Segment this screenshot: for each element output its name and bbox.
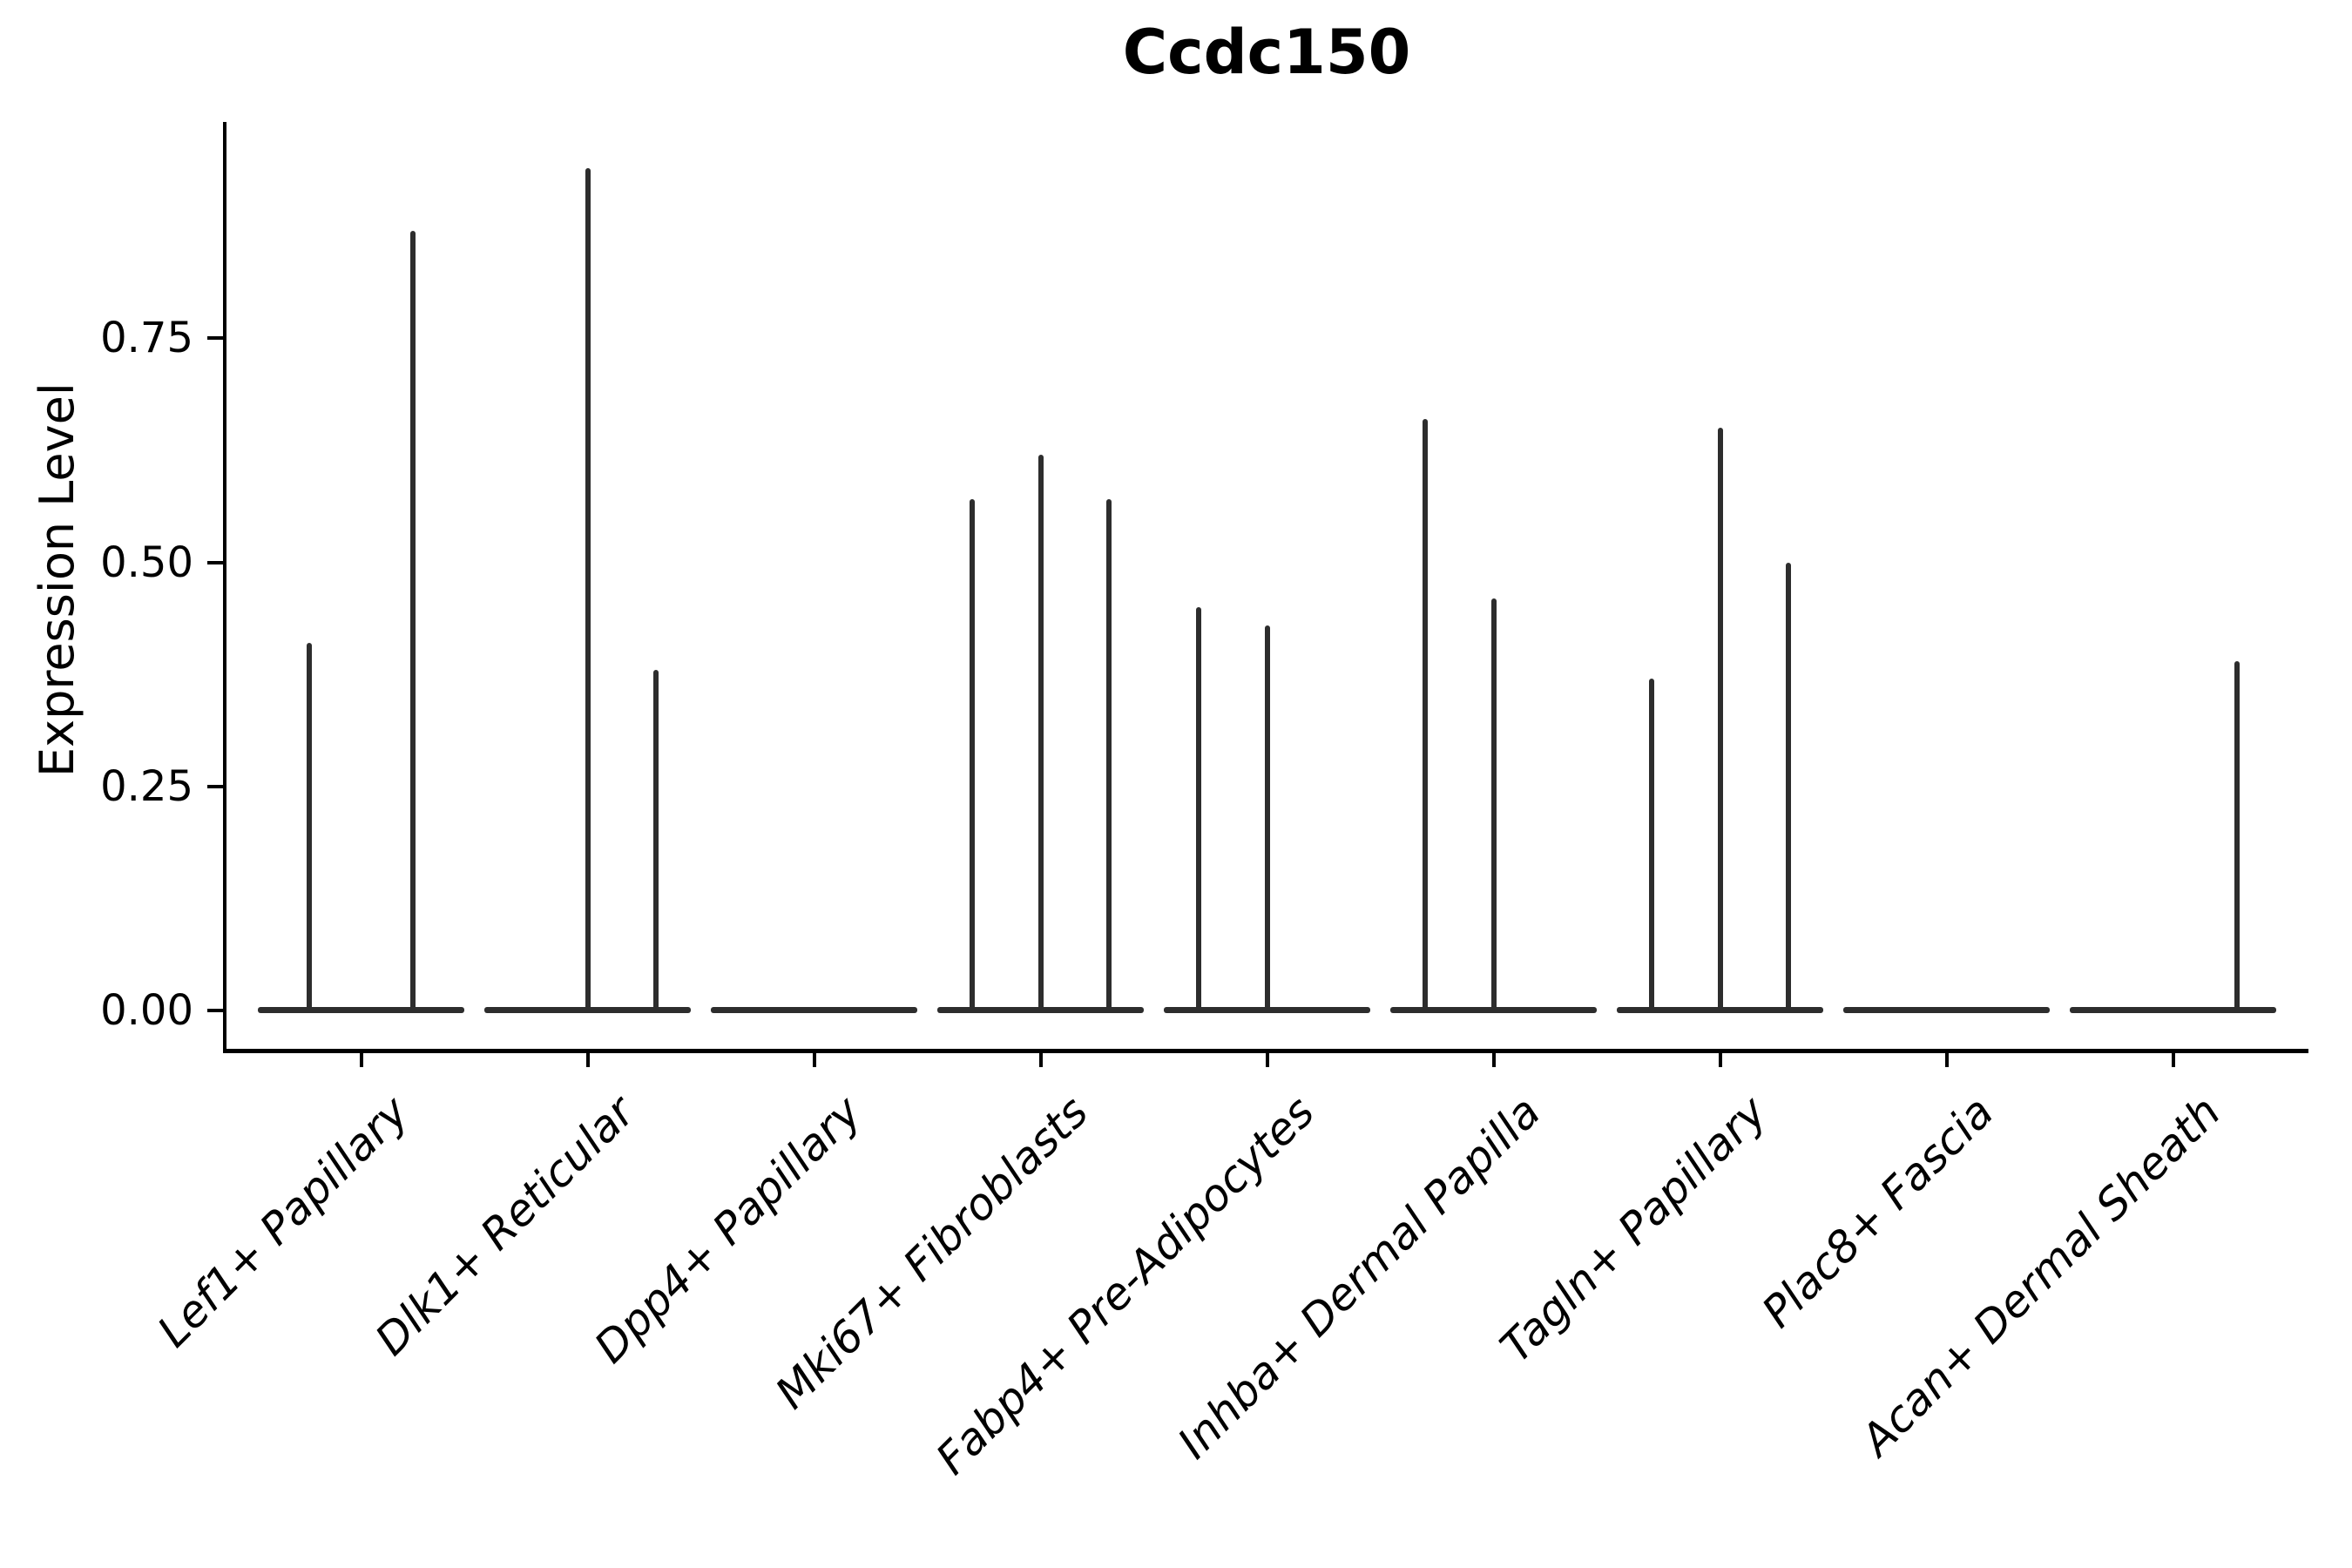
y-tick-label: 0.50 bbox=[100, 537, 193, 587]
violin-spike bbox=[1649, 679, 1655, 1013]
violin-spike bbox=[1785, 562, 1791, 1013]
y-tick-mark bbox=[207, 784, 225, 788]
violin-spike bbox=[1105, 499, 1112, 1013]
violin-baseline bbox=[2070, 1007, 2276, 1013]
x-tick-mark bbox=[812, 1053, 816, 1067]
x-tick-mark bbox=[1038, 1053, 1043, 1067]
violin-spike bbox=[307, 643, 313, 1013]
y-tick-label: 0.75 bbox=[100, 314, 193, 363]
violin-spike bbox=[1717, 428, 1723, 1013]
x-tick-mark bbox=[1491, 1053, 1496, 1067]
page-title: Ccdc150 bbox=[1122, 17, 1411, 88]
y-tick-label: 0.25 bbox=[100, 761, 193, 811]
violin-spike bbox=[1490, 598, 1497, 1013]
violin-baseline bbox=[258, 1007, 464, 1013]
y-tick-mark bbox=[207, 336, 225, 341]
x-axis-category-label: Lef1+ Papillary bbox=[147, 1086, 418, 1357]
x-tick-mark bbox=[585, 1053, 590, 1067]
violin-spike bbox=[2234, 660, 2240, 1013]
x-tick-mark bbox=[1944, 1053, 1949, 1067]
y-tick-mark bbox=[207, 1009, 225, 1012]
x-axis-category-label: Inhba+ Dermal Papilla bbox=[1168, 1086, 1551, 1469]
x-axis-category-label: Fabp4+ Pre-Adipocytes bbox=[926, 1086, 1324, 1484]
x-tick-mark bbox=[1265, 1053, 1269, 1067]
violin-spike bbox=[409, 230, 416, 1013]
y-axis-spine bbox=[223, 122, 226, 1053]
violin-spike bbox=[1196, 606, 1202, 1013]
violin-baseline bbox=[711, 1007, 917, 1013]
x-axis-spine bbox=[223, 1049, 2308, 1053]
violin-baseline bbox=[1843, 1007, 2050, 1013]
x-tick-mark bbox=[2171, 1053, 2175, 1067]
x-axis-category-label: Acan+ Dermal Sheath bbox=[1851, 1086, 2230, 1466]
violin-spike bbox=[1423, 418, 1429, 1013]
violin-spike bbox=[970, 499, 976, 1013]
violin-spike bbox=[1037, 455, 1044, 1013]
y-tick-label: 0.00 bbox=[100, 986, 193, 1035]
violin-spike bbox=[585, 167, 591, 1013]
y-tick-mark bbox=[207, 560, 225, 564]
x-tick-mark bbox=[359, 1053, 363, 1067]
violin-spike bbox=[652, 669, 659, 1013]
x-axis-category-label: Plac8+ Fascia bbox=[1752, 1086, 2004, 1338]
violin-spike bbox=[1264, 625, 1270, 1013]
x-tick-mark bbox=[1718, 1053, 1722, 1067]
